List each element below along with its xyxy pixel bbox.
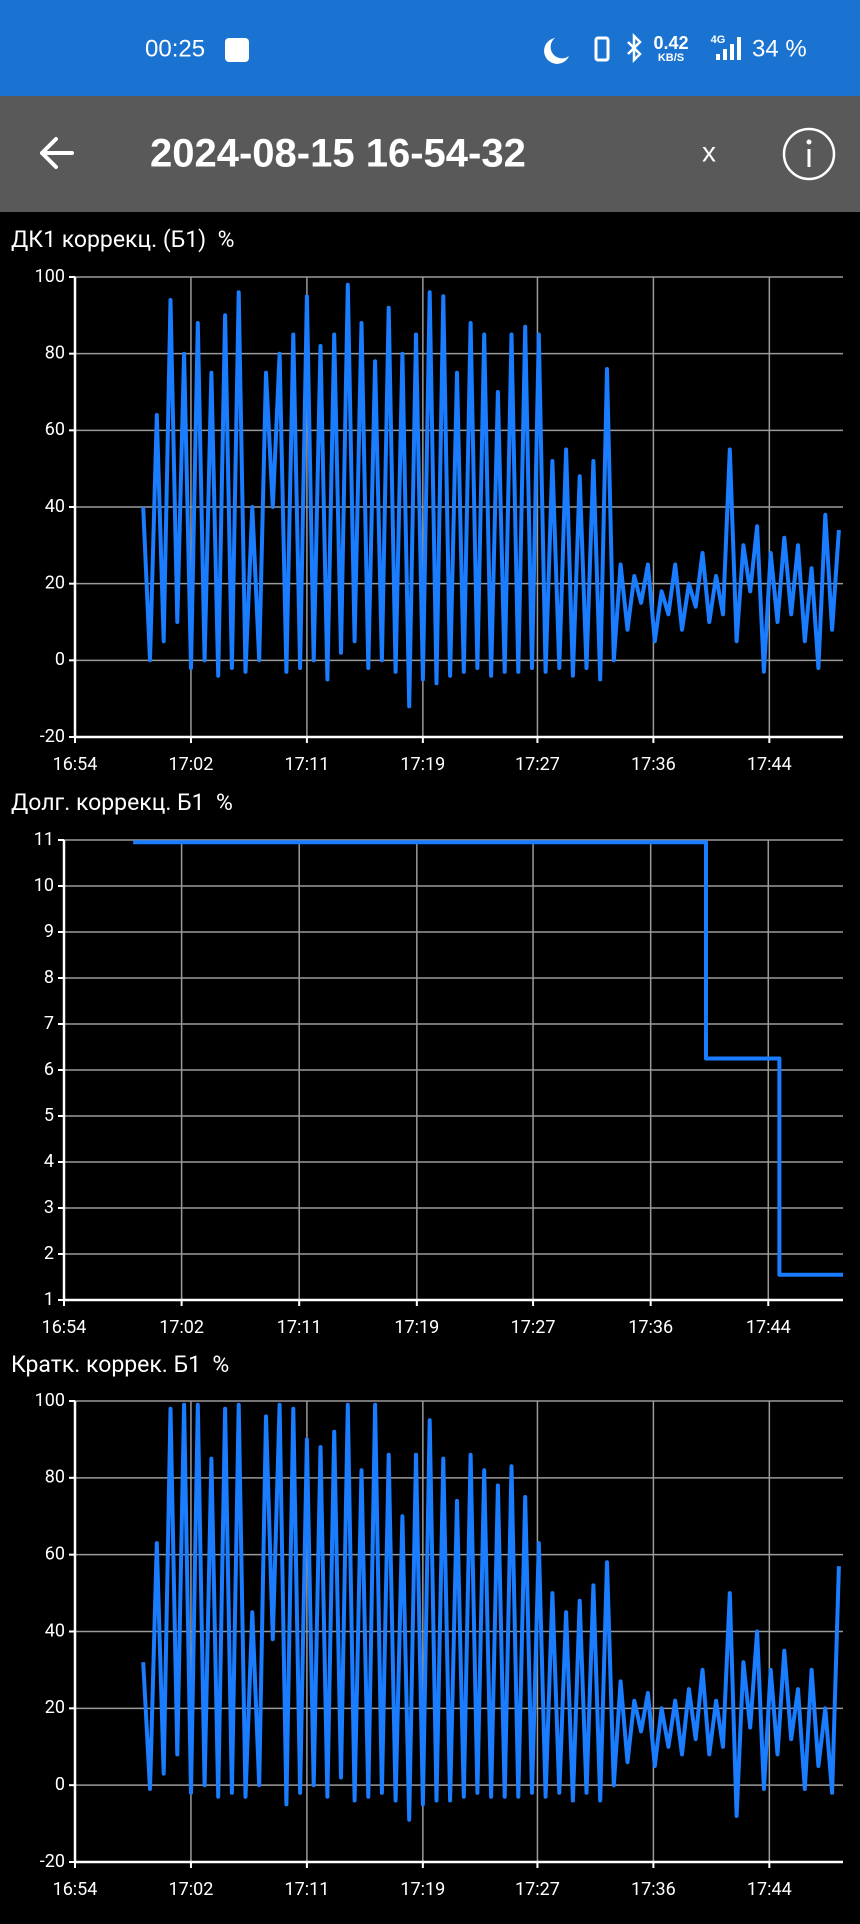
- y-tick-label: 20: [45, 1697, 65, 1718]
- y-tick-label: -20: [40, 1851, 65, 1872]
- net-speed-unit: KB/S: [658, 52, 684, 64]
- series-line: [133, 840, 843, 1277]
- vibrate-icon: [594, 36, 610, 62]
- net-speed: 0.42: [653, 33, 688, 53]
- x-tick-label: 17:44: [747, 1879, 792, 1900]
- moon-icon: [544, 38, 569, 64]
- y-tick-label: 20: [45, 572, 65, 593]
- series-line: [141, 282, 841, 709]
- y-tick-label: 40: [45, 1620, 65, 1641]
- network-type: 4G: [711, 34, 726, 46]
- bluetooth-icon: [627, 32, 642, 64]
- y-tick-label: -20: [40, 726, 65, 747]
- y-tick-label: 11: [34, 829, 54, 850]
- x-tick-label: 17:36: [628, 1317, 673, 1338]
- x-tick-label: 17:02: [159, 1317, 204, 1338]
- x-tick-label: 17:36: [631, 1879, 676, 1900]
- info-button[interactable]: [782, 127, 836, 181]
- info-bar: [807, 149, 811, 167]
- chart-title: ДК1 коррекц. (Б1) %: [11, 226, 234, 253]
- y-tick-label: 2: [44, 1243, 54, 1264]
- y-tick-label: 0: [55, 649, 65, 670]
- chart-title: Долг. коррекц. Б1 %: [11, 789, 233, 816]
- back-button[interactable]: [40, 137, 74, 169]
- y-tick-label: 80: [45, 1467, 65, 1488]
- info-dot: [806, 139, 812, 145]
- status-time: 00:25: [145, 35, 205, 62]
- y-tick-label: 9: [44, 921, 54, 942]
- toolbar-title: 2024-08-15 16-54-32: [150, 132, 526, 176]
- toolbar: [0, 96, 860, 212]
- y-tick-label: 3: [44, 1197, 54, 1218]
- signal-icon: [716, 37, 741, 60]
- x-tick-label: 16:54: [53, 1879, 98, 1900]
- x-tick-label: 17:02: [169, 1879, 214, 1900]
- y-tick-label: 100: [35, 1390, 65, 1411]
- y-tick-label: 60: [45, 1543, 65, 1564]
- x-tick-label: 17:27: [515, 754, 560, 775]
- y-tick-label: 60: [45, 419, 65, 440]
- y-tick-label: 100: [35, 266, 65, 287]
- y-tick-label: 10: [34, 875, 54, 896]
- y-tick-label: 80: [45, 342, 65, 363]
- chart-title: Кратк. коррек. Б1 %: [11, 1351, 229, 1378]
- y-tick-label: 8: [44, 967, 54, 988]
- x-tick-label: 17:11: [277, 1317, 322, 1338]
- app-icon: [225, 38, 249, 62]
- y-tick-label: 0: [55, 1774, 65, 1795]
- close-button[interactable]: x: [702, 136, 716, 167]
- x-tick-label: 17:19: [400, 1879, 445, 1900]
- x-tick-label: 17:44: [747, 754, 792, 775]
- x-tick-label: 17:27: [515, 1879, 560, 1900]
- y-tick-label: 4: [44, 1151, 54, 1172]
- y-tick-label: 1: [44, 1289, 54, 1310]
- x-tick-label: 17:36: [631, 754, 676, 775]
- series-line: [141, 1402, 841, 1822]
- y-tick-label: 5: [44, 1105, 54, 1126]
- x-tick-label: 17:19: [394, 1317, 439, 1338]
- x-tick-label: 16:54: [53, 754, 98, 775]
- y-tick-label: 40: [45, 496, 65, 517]
- info-circle: [782, 127, 836, 181]
- x-tick-label: 17:11: [284, 754, 329, 775]
- y-tick-label: 6: [44, 1059, 54, 1080]
- y-tick-label: 7: [44, 1013, 54, 1034]
- x-tick-label: 16:54: [42, 1317, 87, 1338]
- status-bar: [0, 0, 860, 96]
- x-tick-label: 17:11: [284, 1879, 329, 1900]
- x-tick-label: 17:19: [400, 754, 445, 775]
- x-tick-label: 17:44: [746, 1317, 791, 1338]
- x-tick-label: 17:27: [511, 1317, 556, 1338]
- battery: 34 %: [752, 35, 807, 62]
- x-tick-label: 17:02: [169, 754, 214, 775]
